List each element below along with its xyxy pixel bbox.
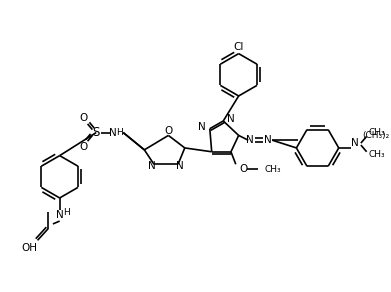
- Text: S: S: [93, 126, 100, 139]
- Text: OH: OH: [22, 243, 38, 253]
- Text: N: N: [198, 122, 206, 132]
- Text: H: H: [63, 208, 70, 217]
- Text: H: H: [116, 128, 123, 137]
- Text: CH₃: CH₃: [369, 150, 385, 159]
- Text: (CH₃)₂: (CH₃)₂: [362, 131, 389, 140]
- Text: N: N: [148, 161, 156, 171]
- Text: N: N: [56, 210, 64, 220]
- Text: N: N: [264, 135, 271, 145]
- Text: O: O: [80, 142, 88, 152]
- Text: N: N: [246, 135, 254, 145]
- Text: N: N: [176, 161, 184, 171]
- Text: O: O: [164, 126, 172, 135]
- Text: CH₃: CH₃: [369, 128, 385, 137]
- Text: Cl: Cl: [233, 42, 244, 52]
- Text: O: O: [80, 113, 88, 123]
- Text: N: N: [227, 114, 235, 124]
- Text: O: O: [239, 164, 248, 174]
- Text: N: N: [351, 138, 359, 148]
- Text: N: N: [109, 128, 117, 138]
- Text: CH₃: CH₃: [265, 165, 281, 174]
